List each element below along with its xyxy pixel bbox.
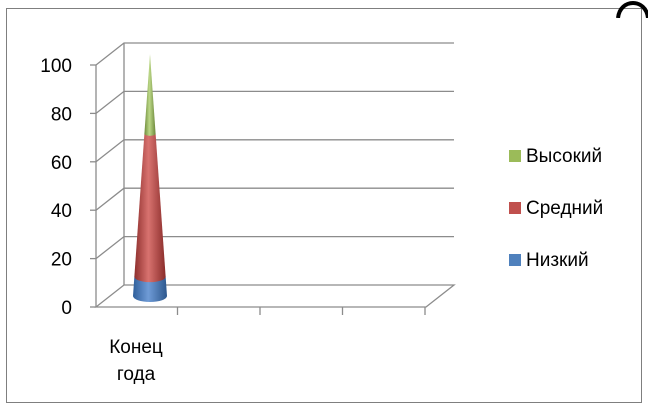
legend-label: Низкий [526, 250, 589, 271]
x-tick-label: Конец года [109, 337, 163, 385]
y-tick-label: 100 [40, 56, 72, 77]
cone-segment-low [133, 276, 167, 302]
legend-swatch [509, 202, 521, 214]
y-tick-label: 20 [51, 250, 72, 271]
legend-label: Средний [526, 198, 603, 219]
legend-swatch [509, 254, 521, 266]
legend-label: Высокий [526, 146, 602, 167]
legend: Низкий Средний Высокий [509, 146, 603, 271]
chart-frame [6, 8, 642, 403]
legend-swatch [509, 150, 521, 162]
tick-labels: 0 20 40 60 80 100 Конец года [40, 56, 163, 385]
cone-segment-mid [134, 133, 166, 283]
y-tick-label: 40 [51, 201, 72, 222]
floor [94, 284, 456, 308]
cone-marks [133, 54, 167, 302]
y-tick-label: 0 [61, 298, 72, 319]
axis-layer [90, 43, 456, 315]
y-tick-label: 80 [51, 104, 72, 125]
y-tick-label: 60 [51, 153, 72, 174]
cropped-glyph-fragment [612, 0, 648, 18]
cone-segment-high [144, 54, 156, 136]
